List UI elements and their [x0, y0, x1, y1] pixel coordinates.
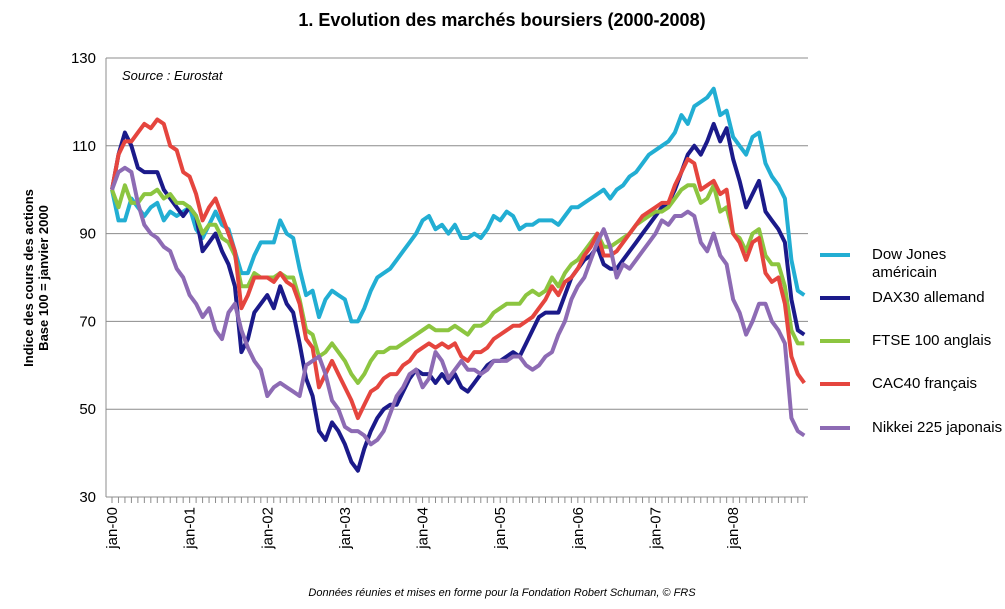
footer: Données réunies et mises en forme pour l… — [308, 587, 696, 599]
legend-label: DAX30 allemand — [872, 289, 985, 306]
x-tick-label: jan-07 — [647, 507, 664, 550]
y-tick-label: 70 — [79, 313, 96, 330]
x-tick-label: jan-06 — [570, 507, 587, 550]
annotation: Source : Eurostat — [122, 68, 224, 83]
y-tick-label: 110 — [72, 138, 96, 155]
series-line — [110, 121, 806, 473]
x-tick-label: jan-00 — [104, 507, 121, 550]
series-line — [110, 183, 805, 385]
x-tick-label: jan-02 — [259, 507, 276, 550]
legend-swatch — [820, 382, 850, 386]
x-tick-label: jan-03 — [337, 507, 354, 550]
series-line — [110, 117, 806, 420]
chart-title: 1. Evolution des marchés boursiers (2000… — [298, 10, 705, 30]
legend-swatch — [820, 339, 850, 343]
y-tick-label: 90 — [79, 226, 96, 243]
y-tick-label: 30 — [79, 489, 96, 506]
legend-label: Nikkei 225 japonais — [872, 419, 1003, 436]
legend-swatch — [820, 296, 850, 300]
y-axis-label: Base 100 = janvier 2000 — [36, 205, 51, 351]
y-tick-label: 50 — [79, 401, 96, 418]
x-tick-label: jan-05 — [492, 507, 509, 550]
legend-label: FTSE 100 anglais — [872, 332, 992, 349]
legend-swatch — [820, 426, 850, 430]
legend-label: CAC40 français — [872, 375, 978, 392]
y-axis-label: Indice des cours des actions — [21, 189, 36, 367]
series-line — [110, 165, 806, 447]
x-tick-label: jan-08 — [725, 507, 742, 550]
legend-label: Dow Jones américain — [872, 246, 947, 281]
x-tick-label: jan-04 — [415, 507, 432, 550]
x-tick-label: jan-01 — [182, 507, 199, 550]
legend-swatch — [820, 253, 850, 257]
y-tick-label: 130 — [71, 50, 96, 67]
